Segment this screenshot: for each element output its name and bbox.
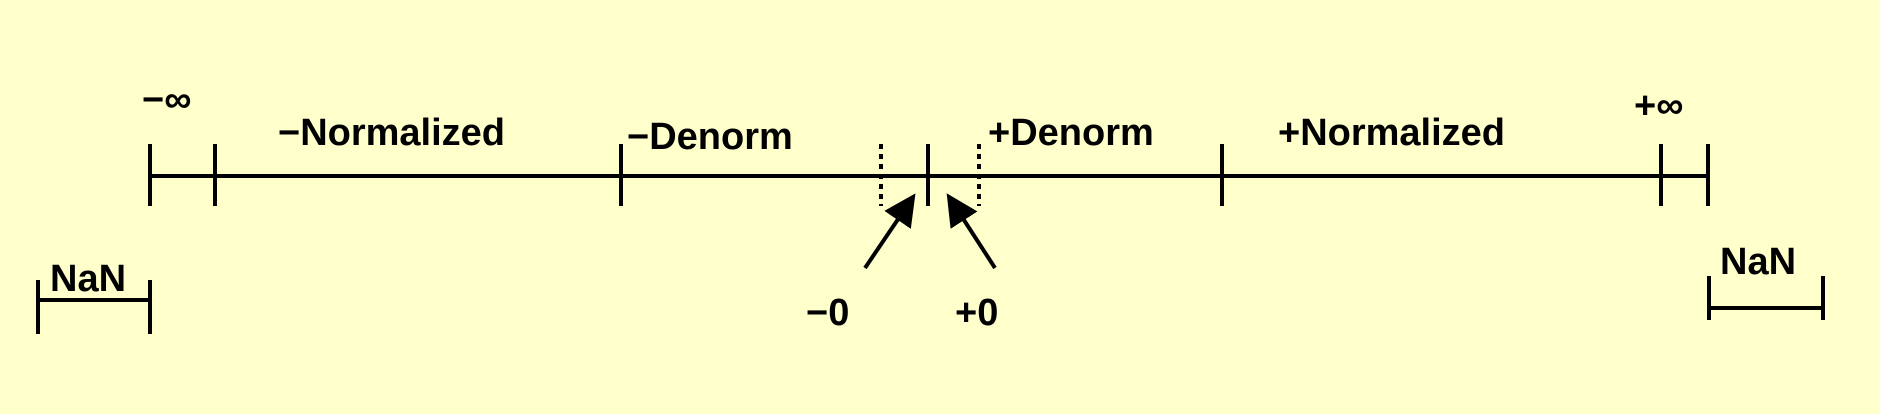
label-neg-denorm: −Denorm xyxy=(627,116,793,158)
label-pos-normalized: +Normalized xyxy=(1278,112,1505,154)
arrow-pos-zero xyxy=(946,193,997,270)
label-neg-infinity: −∞ xyxy=(142,79,191,121)
label-nan-right: NaN xyxy=(1720,241,1796,283)
label-neg-normalized: −Normalized xyxy=(278,112,505,154)
label-neg-zero: −0 xyxy=(806,292,849,334)
label-pos-infinity: +∞ xyxy=(1634,85,1683,127)
label-pos-zero: +0 xyxy=(955,292,998,334)
arrow-neg-zero xyxy=(863,193,916,270)
label-pos-denorm: +Denorm xyxy=(988,112,1154,154)
label-nan-left: NaN xyxy=(50,258,126,300)
